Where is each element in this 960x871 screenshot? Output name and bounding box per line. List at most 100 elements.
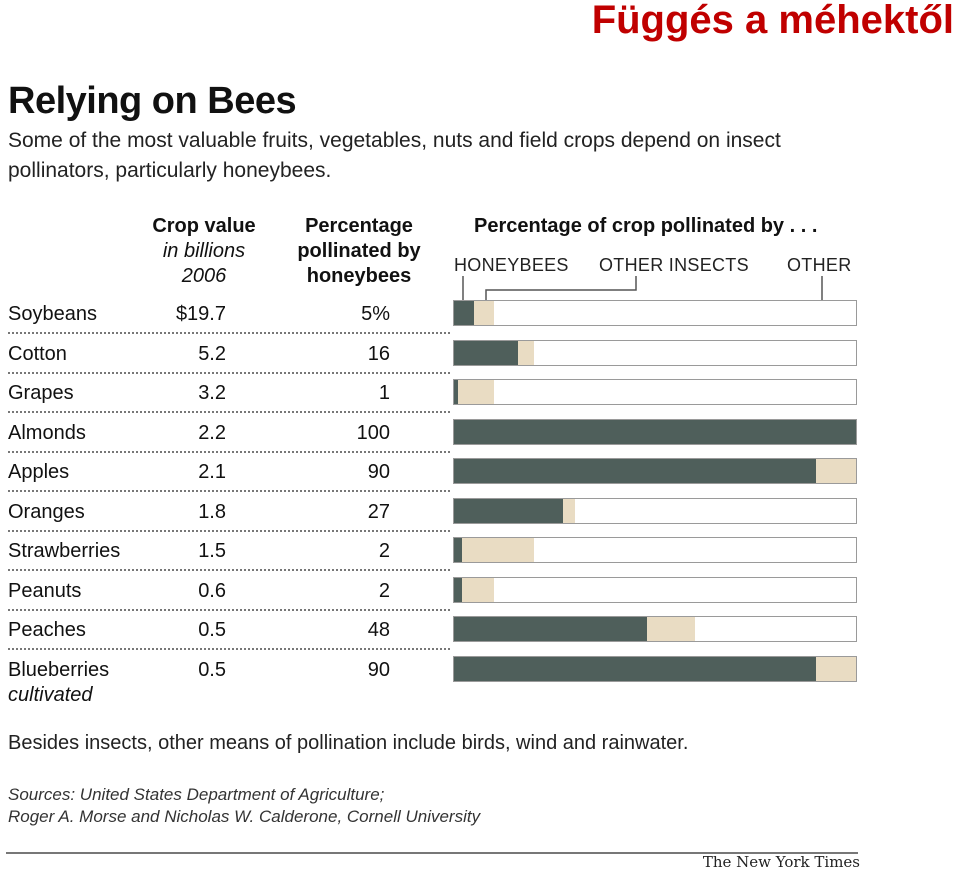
crop-name: Grapes [8,382,74,404]
bar-segment-honeybees [454,498,563,523]
honeybee-percent: 16 [367,342,390,365]
crop-value: 0.6 [198,579,226,602]
crop-value: 1.5 [198,540,226,562]
legend-other: OTHER [787,255,852,275]
bar-segment-honeybees [454,656,816,681]
table-row: Soybeans $19.7 5% [0,297,960,337]
bar-segment-other-insects [815,656,856,681]
row-dotted-leader [8,371,450,374]
row-dotted-leader [8,648,450,650]
bar-segment-other-insects [462,538,535,562]
row-dotted-leader [8,450,450,453]
crop-name: Blueberries [8,658,110,681]
crop-value-header-line3: 2006 [181,265,227,287]
honeybee-percent: 90 [367,658,390,681]
bar-track [453,458,857,484]
row-dotted-leader [8,332,450,334]
chart-title: Relying on Bees [8,80,297,122]
crop-name: Oranges [8,500,85,523]
bar-segment-honeybees [454,380,459,404]
chart-subtitle: Some of the most valuable fruits, vegeta… [8,129,781,182]
crop-name: Strawberries [8,540,121,562]
row-dotted-leader [8,608,450,611]
honeybee-percent: 5% [361,303,390,325]
sources: Sources: United States Department of Agr… [8,784,480,828]
honeybee-percent: 90 [367,461,390,483]
crop-value-header-line1: Crop value [152,215,256,237]
crop-name: Apples [8,461,70,483]
table-row: Strawberries 1.5 2 [0,534,960,574]
crop-name: Peaches [8,619,86,641]
legend-other-insects: OTHER INSECTS [599,255,749,275]
bar-segment-honeybees [454,301,475,325]
bar-track [453,616,857,642]
legend-leader-lines [462,276,823,302]
bar-track [453,300,857,326]
bar-track [453,537,857,563]
legend-line-other-insects [485,276,637,302]
crop-value: 0.5 [198,658,226,681]
honeybee-percent: 27 [367,500,390,523]
bar-segment-honeybees [454,538,463,562]
crop-value: 2.2 [198,421,226,444]
honeybee-percent: 100 [356,421,390,444]
bar-segment-honeybees [454,617,647,641]
slide-title: Függés a méhektől [591,0,954,42]
bar-track [453,655,857,682]
bar-track [453,379,857,405]
bar-segment-other-insects [474,301,495,325]
pct-header-line2: pollinated by [297,240,421,262]
honeybee-percent: 2 [378,540,390,562]
bar-track [453,418,857,445]
crop-name: Soybeans [8,303,97,325]
percent-honeybees-header: Percentage pollinated by honeybees [284,214,434,289]
bar-segment-honeybees [454,340,519,365]
credit: The New York Times [702,853,860,871]
bar-track [453,576,857,603]
honeybee-percent: 48 [367,619,390,641]
crop-name: Peanuts [8,579,82,602]
sources-line1: Sources: United States Department of Agr… [8,785,385,804]
table-row: Oranges 1.8 27 [0,495,960,535]
table-row: Grapes 3.2 1 [0,376,960,416]
table-row: Apples 2.1 90 [0,455,960,495]
pct-header-line1: Percentage [305,215,413,237]
bar-segment-other-insects [815,459,856,483]
row-dotted-leader [8,569,450,571]
row-dotted-leader [8,411,450,413]
sources-line2: Roger A. Morse and Nicholas W. Calderone… [8,807,481,826]
crop-subtitle: cultivated [8,683,93,706]
crop-value: 3.2 [198,382,226,404]
table-row: Cotton 5.2 16 [0,337,960,377]
chart-column-header: Percentage of crop pollinated by . . . [474,215,818,237]
crop-value: $19.7 [175,303,226,325]
crop-value-header-line2: in billions [162,240,246,262]
bar-track [453,339,857,366]
honeybee-percent: 1 [378,382,390,404]
table-row: Almonds 2.2 100 [0,416,960,456]
bar-segment-honeybees [454,577,463,602]
pct-header-line3: honeybees [306,265,412,287]
bar-segment-honeybees [454,419,856,444]
table-row: Peaches 0.5 48 [0,613,960,653]
crop-value: 2.1 [198,461,226,483]
crop-value-header: Crop value in billions 2006 [140,214,268,289]
table-row: Peanuts 0.6 2 [0,574,960,614]
legend-honeybees: HONEYBEES [454,255,569,275]
bar-segment-other-insects [646,617,696,641]
row-dotted-leader [8,490,450,492]
bar-segment-other-insects [518,340,535,365]
bottom-rule [6,852,858,854]
crop-name: Cotton [8,342,67,365]
bar-track [453,497,857,524]
crop-value: 0.5 [198,619,226,641]
bar-segment-other-insects [458,380,495,404]
row-dotted-leader [8,529,450,532]
bar-segment-other-insects [462,577,495,602]
bar-segment-other-insects [562,498,575,523]
crop-name: Almonds [8,421,86,444]
footnote: Besides insects, other means of pollinat… [8,732,689,754]
crop-value: 5.2 [198,342,226,365]
table-row: Blueberries cultivated 0.5 90 [0,653,960,706]
crop-value: 1.8 [198,500,226,523]
